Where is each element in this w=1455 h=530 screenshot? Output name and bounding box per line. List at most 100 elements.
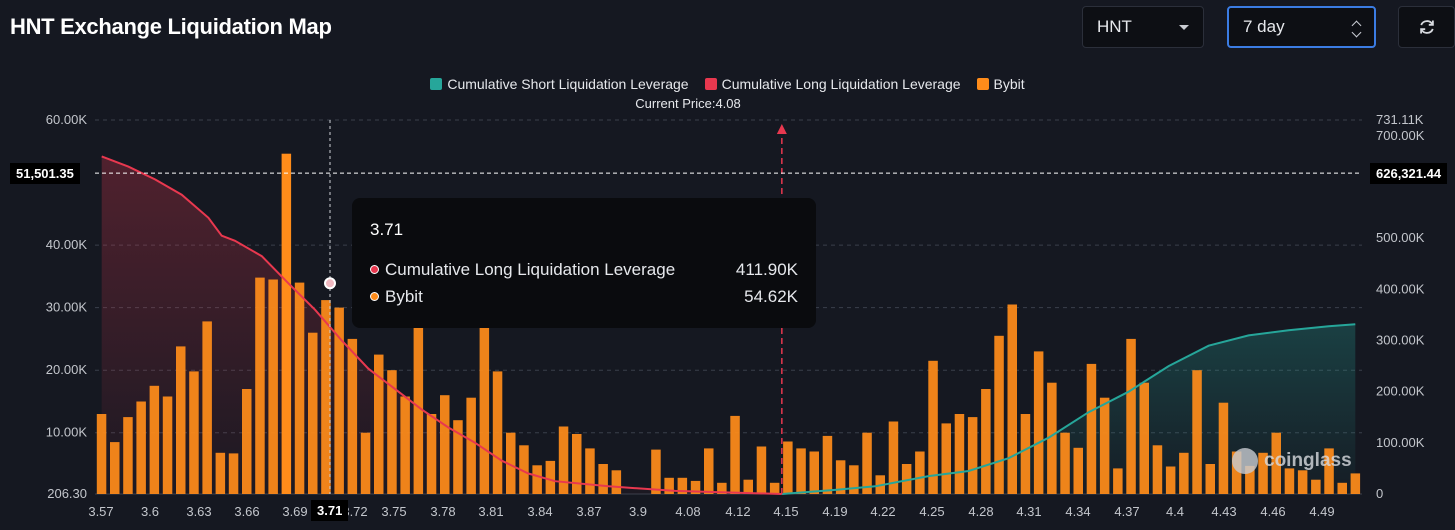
x-tick-label: 3.84 xyxy=(527,504,552,519)
bybit-bar xyxy=(189,371,199,494)
bybit-bar xyxy=(387,370,397,494)
y-right-tick-label: 0 xyxy=(1376,486,1383,501)
x-tick-label: 4.12 xyxy=(725,504,750,519)
x-tick-label: 4.34 xyxy=(1065,504,1090,519)
bybit-bar xyxy=(1231,451,1242,494)
tooltip-name-bybit: Bybit xyxy=(385,286,423,306)
x-tick-label: 3.72 xyxy=(342,504,367,519)
bybit-bar xyxy=(704,448,714,494)
tooltip-row-long: Cumulative Long Liquidation Leverage 411… xyxy=(370,256,798,283)
chart-tooltip: 3.71 Cumulative Long Liquidation Leverag… xyxy=(352,198,816,328)
bybit-bar xyxy=(1113,468,1123,494)
bybit-bar xyxy=(664,477,674,494)
legend-item-bybit[interactable]: Bybit xyxy=(976,76,1025,92)
x-tick-label: 3.57 xyxy=(88,504,113,519)
bybit-bar xyxy=(492,371,503,494)
crosshair-x-value: 3.71 xyxy=(311,500,349,521)
bybit-bar xyxy=(1297,470,1308,494)
bybit-bar xyxy=(1218,402,1229,494)
bybit-bar xyxy=(506,432,516,494)
x-tick-label: 4.31 xyxy=(1016,504,1041,519)
bybit-bar xyxy=(1073,447,1083,494)
x-tick-label: 4.49 xyxy=(1309,504,1334,519)
bybit-bar xyxy=(176,346,186,494)
bybit-bar xyxy=(717,482,727,494)
bybit-bar xyxy=(1139,382,1149,494)
y-left-tick-label: 60.00K xyxy=(46,112,88,127)
tooltip-title: 3.71 xyxy=(370,220,404,239)
bybit-bar xyxy=(1350,473,1361,494)
bybit-bar xyxy=(954,414,965,494)
bybit-bar xyxy=(1337,482,1347,494)
tooltip-row-bybit: Bybit 54.62K xyxy=(370,283,798,310)
bybit-bar xyxy=(308,332,318,494)
bybit-bar xyxy=(453,420,463,494)
bybit-bar xyxy=(1284,468,1295,494)
bybit-bar xyxy=(1324,448,1334,494)
bybit-bar xyxy=(374,354,384,494)
bybit-bar xyxy=(585,448,595,494)
bybit-bar xyxy=(400,396,410,494)
tooltip-name-long: Cumulative Long Liquidation Leverage xyxy=(385,259,676,279)
bybit-bar xyxy=(545,460,556,494)
y-right-tick-label: 700.00K xyxy=(1376,128,1425,143)
bybit-bar xyxy=(572,434,582,494)
bybit-bar xyxy=(1165,466,1176,494)
bybit-bar xyxy=(1020,414,1031,494)
bybit-bar xyxy=(162,396,173,494)
tooltip-value-bybit: 54.62K xyxy=(744,286,798,306)
period-select-value: 7 day xyxy=(1243,17,1285,36)
bybit-bar xyxy=(967,417,978,494)
x-tick-label: 4.46 xyxy=(1260,504,1285,519)
coinglass-logo-icon xyxy=(1232,448,1258,474)
short-series-line xyxy=(781,323,1356,495)
y-left-tick-label: 20.00K xyxy=(46,362,88,377)
long-series-line xyxy=(101,155,782,495)
bybit-bar xyxy=(796,448,806,494)
x-tick-label: 3.66 xyxy=(234,504,259,519)
bybit-bar xyxy=(730,415,740,494)
page-title: HNT Exchange Liquidation Map xyxy=(10,14,332,39)
bybit-bar xyxy=(426,414,437,494)
bybit-bar xyxy=(1258,452,1268,494)
coin-select[interactable]: HNT xyxy=(1082,6,1204,48)
coin-select-value: HNT xyxy=(1097,17,1132,36)
bybit-bar xyxy=(149,385,160,494)
x-tick-label: 3.78 xyxy=(430,504,455,519)
bybit-bar xyxy=(334,307,344,494)
bybit-bar xyxy=(651,449,661,494)
legend-item-short[interactable]: Cumulative Short Liquidation Leverage xyxy=(430,76,689,92)
bybit-bar xyxy=(202,321,212,494)
bybit-bar xyxy=(123,417,133,494)
x-tick-label: 3.75 xyxy=(381,504,406,519)
tooltip-dot-bybit xyxy=(370,292,379,301)
bybit-bar xyxy=(136,401,146,494)
x-tick-label: 4.25 xyxy=(919,504,944,519)
bybit-bar xyxy=(228,453,239,494)
x-tick-label: 3.69 xyxy=(282,504,307,519)
legend-label-long: Cumulative Long Liquidation Leverage xyxy=(721,76,961,92)
y-left-tick-label: 30.00K xyxy=(46,300,88,315)
x-tick-label: 3.6 xyxy=(141,504,159,519)
short-area xyxy=(781,324,1356,494)
x-tick-label: 4.37 xyxy=(1114,504,1139,519)
crosshair-right-value: 626,321.44 xyxy=(1370,163,1448,184)
bybit-bar xyxy=(360,432,371,494)
legend-item-long[interactable]: Cumulative Long Liquidation Leverage xyxy=(704,76,961,92)
bybit-bar xyxy=(413,292,424,494)
refresh-button[interactable] xyxy=(1398,6,1455,48)
x-tick-label: 3.9 xyxy=(629,504,647,519)
bybit-bar xyxy=(1007,304,1017,494)
period-select[interactable]: 7 day xyxy=(1227,6,1376,48)
bybit-bar xyxy=(558,426,569,494)
bybit-bar xyxy=(901,464,912,494)
legend-label-bybit: Bybit xyxy=(993,76,1025,92)
bybit-bar xyxy=(1179,452,1189,494)
bybit-bar xyxy=(915,451,925,494)
bybit-bar xyxy=(690,480,701,494)
bybit-bar xyxy=(1152,445,1163,494)
legend-swatch-long xyxy=(704,78,717,90)
x-tick-label: 4.4 xyxy=(1166,504,1184,519)
x-tick-label: 3.87 xyxy=(576,504,601,519)
